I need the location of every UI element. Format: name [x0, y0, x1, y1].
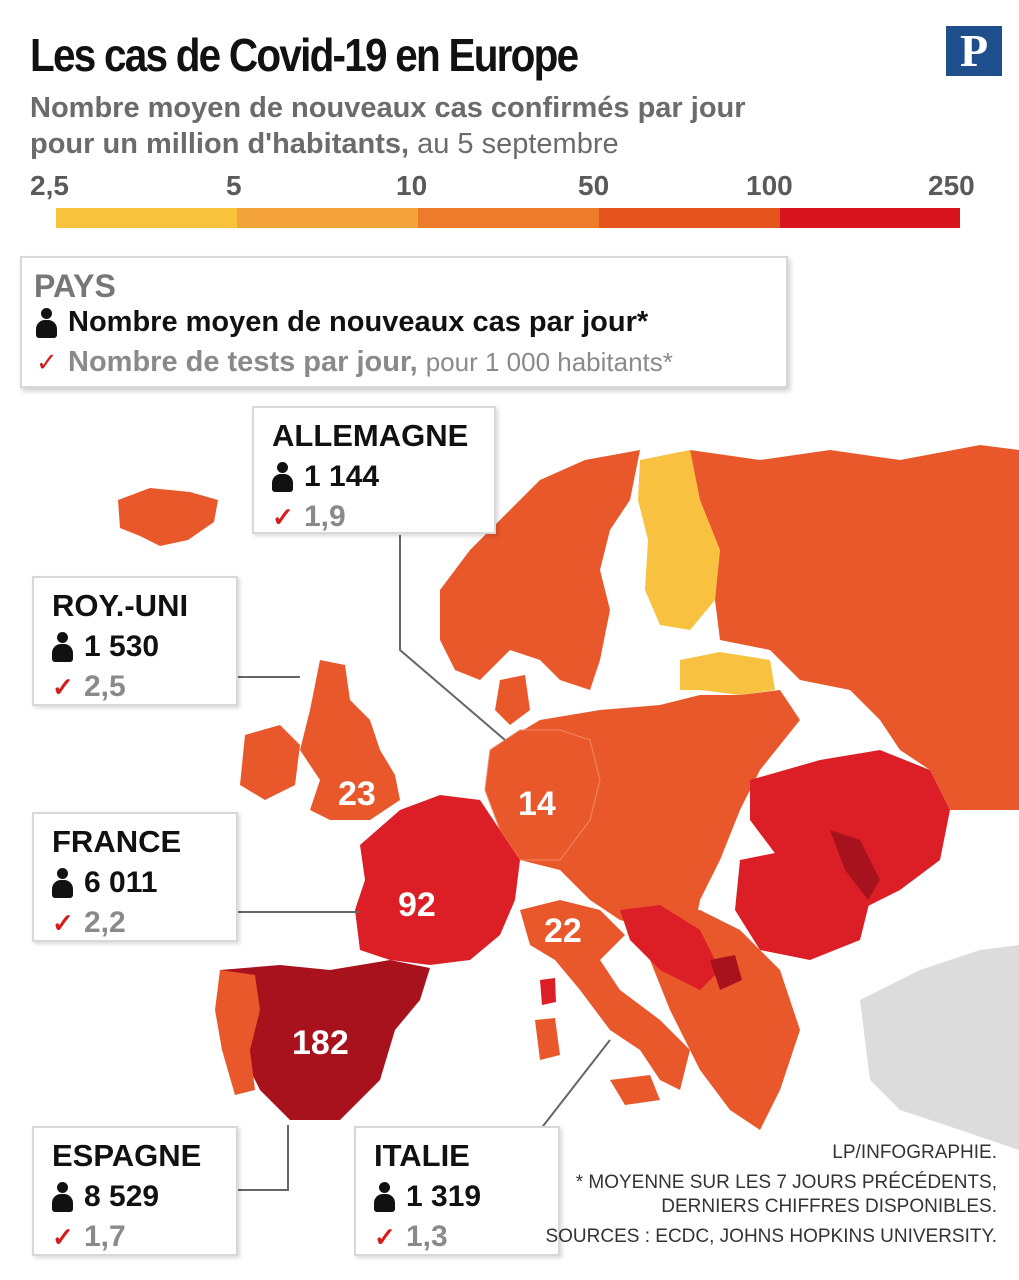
country-cases-row: 1 144 — [272, 460, 476, 494]
country-cases: 6 011 — [84, 866, 158, 899]
croatia-bosnia-shape — [620, 905, 720, 990]
country-tests-row: ✓ 1,7 — [52, 1220, 218, 1254]
map-value-italie: 22 — [544, 912, 582, 950]
person-icon — [36, 307, 57, 338]
country-tests-row: ✓ 1,3 — [374, 1220, 540, 1254]
subtitle-line2: pour un million d'habitants, — [30, 128, 410, 160]
scandinavia-shape — [440, 450, 640, 690]
finland-shape — [638, 450, 720, 630]
legend-swatch — [599, 208, 780, 228]
montenegro-shape — [710, 955, 742, 990]
country-tests: 1,3 — [406, 1220, 448, 1253]
country-tests-row: ✓ 2,5 — [52, 670, 218, 704]
iceland-shape — [118, 488, 218, 546]
legend-swatch — [237, 208, 418, 228]
country-box-italie: ITALIE 1 319 ✓ 1,3 — [354, 1126, 560, 1256]
footnote-line2: DERNIERS CHIFFRES DISPONIBLES. — [661, 1196, 997, 1217]
spain-shape — [220, 960, 430, 1120]
checkmark-icon: ✓ — [52, 1221, 74, 1252]
russia-shape — [690, 445, 1019, 810]
map-value-france: 92 — [398, 886, 436, 924]
legend-swatch — [56, 208, 237, 228]
publisher-logo: P — [946, 26, 1002, 76]
uk-shape — [300, 660, 400, 820]
key-cases-row: Nombre moyen de nouveaux cas par jour* — [36, 306, 648, 339]
key-tests-unit: pour 1 000 habitants* — [425, 347, 673, 377]
legend-tick-label: 50 — [578, 170, 610, 201]
country-cases-row: 1 530 — [52, 630, 218, 664]
romania-shape — [735, 850, 870, 960]
france-shape — [355, 795, 520, 965]
country-tests: 2,2 — [84, 906, 126, 939]
europe-map — [118, 445, 1019, 1191]
credit-text: LP/INFOGRAPHIE. — [832, 1142, 997, 1163]
sources-text: SOURCES : ECDC, JOHNS HOPKINS UNIVERSITY… — [545, 1226, 997, 1247]
corsica-shape — [540, 978, 556, 1005]
country-name: FRANCE — [52, 824, 182, 859]
checkmark-icon: ✓ — [272, 501, 294, 532]
chart-title: Les cas de Covid-19 en Europe — [30, 29, 579, 81]
checkmark-icon: ✓ — [374, 1221, 396, 1252]
person-icon — [52, 1182, 73, 1212]
key-cases-label: Nombre moyen de nouveaux cas par jour* — [68, 306, 649, 338]
checkmark-icon: ✓ — [36, 347, 58, 377]
ireland-shape — [240, 725, 300, 800]
country-cases-row: 8 529 — [52, 1180, 218, 1214]
country-box-france: FRANCE 6 011 ✓ 2,2 — [32, 812, 238, 942]
footnote-line1: * MOYENNE SUR LES 7 JOURS PRÉCÉDENTS, — [575, 1172, 997, 1193]
subtitle-date: au 5 septembre — [409, 128, 619, 160]
portugal-shape — [215, 970, 260, 1095]
germany-shape — [484, 729, 601, 861]
country-box-roy-uni: ROY.-UNI 1 530 ✓ 2,5 — [32, 576, 238, 706]
map-value-allemagne: 14 — [518, 785, 556, 823]
connector-lines — [238, 535, 611, 1191]
country-box-espagne: ESPAGNE 8 529 ✓ 1,7 — [32, 1126, 238, 1256]
person-icon — [374, 1182, 395, 1212]
checkmark-icon: ✓ — [52, 907, 74, 938]
country-cases: 8 529 — [84, 1180, 160, 1213]
map-value-roy-uni: 23 — [338, 775, 376, 813]
checkmark-icon: ✓ — [52, 671, 74, 702]
country-tests: 1,9 — [304, 500, 346, 533]
key-tests-label: Nombre de tests par jour, — [68, 346, 418, 378]
country-name: ESPAGNE — [52, 1138, 202, 1173]
denmark-shape — [495, 675, 530, 725]
legend-tick-label: 2,5 — [30, 170, 69, 201]
country-cases-row: 1 319 — [374, 1180, 540, 1214]
country-tests: 2,5 — [84, 670, 126, 703]
legend-swatch — [780, 208, 960, 228]
legend-swatch — [418, 208, 599, 228]
person-icon — [52, 632, 73, 662]
country-name: ROY.-UNI — [52, 588, 189, 623]
chart-subtitle: Nombre moyen de nouveaux cas confirmés p… — [30, 90, 810, 162]
legend-tick-label: 100 — [746, 170, 793, 201]
country-box-allemagne: ALLEMAGNE 1 144 ✓ 1,9 — [252, 406, 496, 534]
legend-tick-label: 250 — [928, 170, 975, 201]
baltics-shape — [680, 652, 775, 695]
key-title: PAYS — [34, 268, 116, 304]
key-tests-row: ✓ Nombre de tests par jour, pour 1 000 h… — [36, 346, 673, 379]
legend-tick-label: 10 — [396, 170, 428, 201]
person-icon — [272, 462, 293, 492]
legend-key-box: PAYS Nombre moyen de nouveaux cas par jo… — [20, 256, 788, 388]
legend-tick-label: 5 — [226, 170, 242, 201]
country-cases: 1 144 — [304, 460, 380, 493]
country-tests-row: ✓ 2,2 — [52, 906, 218, 940]
subtitle-line1: Nombre moyen de nouveaux cas confirmés p… — [30, 92, 746, 124]
country-cases: 1 319 — [406, 1180, 482, 1213]
turkey-shape — [860, 945, 1019, 1150]
sardinia-shape — [535, 1018, 560, 1060]
country-name: ALLEMAGNE — [272, 418, 469, 453]
country-name: ITALIE — [374, 1138, 470, 1173]
person-icon — [52, 868, 73, 898]
country-cases-row: 6 011 — [52, 866, 218, 900]
country-cases: 1 530 — [84, 630, 160, 663]
country-tests-row: ✓ 1,9 — [272, 500, 476, 534]
map-value-espagne: 182 — [292, 1024, 349, 1062]
italy-shape — [520, 900, 690, 1090]
country-tests: 1,7 — [84, 1220, 126, 1253]
sicily-shape — [610, 1075, 660, 1105]
moldova-shape — [830, 830, 880, 900]
